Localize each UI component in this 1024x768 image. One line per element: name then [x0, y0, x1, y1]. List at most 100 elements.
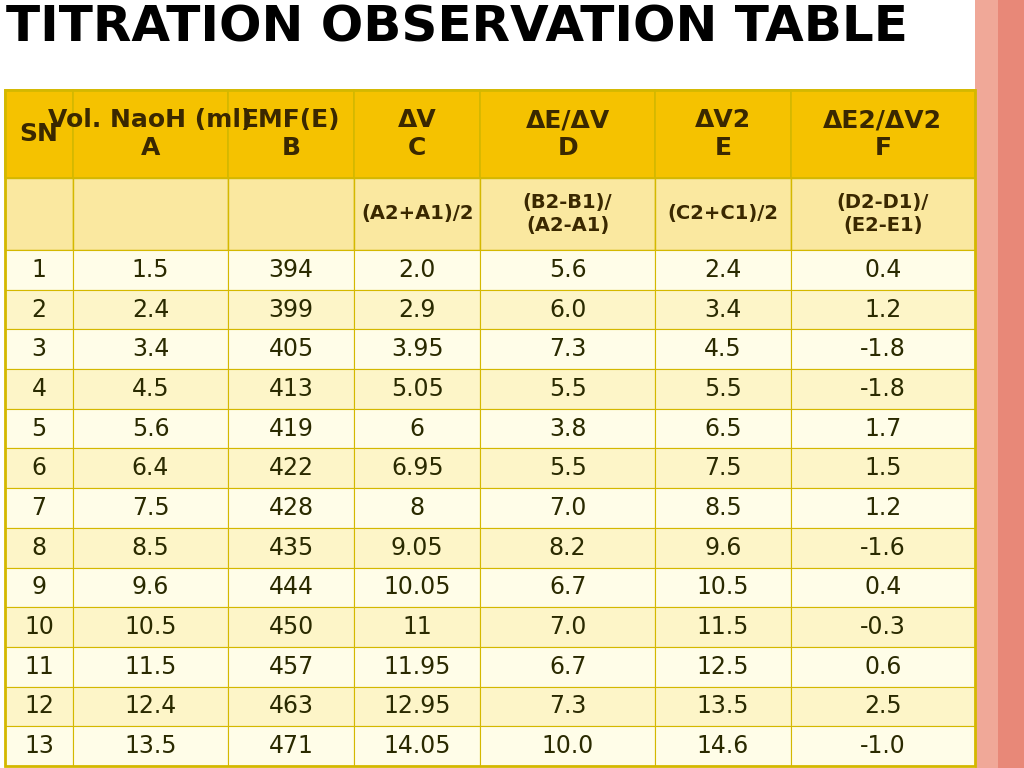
Bar [228, 449, 354, 488]
Bar [655, 290, 791, 329]
Text: 1.2: 1.2 [864, 297, 901, 322]
Bar [480, 528, 655, 568]
Bar [5, 329, 73, 369]
Bar [791, 90, 975, 178]
Text: 11.95: 11.95 [384, 655, 451, 679]
Bar [5, 409, 73, 449]
Bar [975, 0, 1005, 768]
Text: 8.5: 8.5 [703, 496, 741, 520]
Bar [998, 0, 1024, 768]
Text: 0.4: 0.4 [864, 575, 901, 599]
Text: TITRATION OBSERVATION TABLE: TITRATION OBSERVATION TABLE [6, 4, 908, 52]
Bar [791, 329, 975, 369]
Text: 435: 435 [268, 536, 313, 560]
Bar [791, 687, 975, 727]
Bar [228, 369, 354, 409]
Text: 8: 8 [32, 536, 46, 560]
Text: 12: 12 [24, 694, 54, 718]
Bar [354, 568, 480, 607]
Text: 9.6: 9.6 [705, 536, 741, 560]
Text: -1.8: -1.8 [860, 377, 906, 401]
Text: 6.4: 6.4 [132, 456, 169, 480]
Text: 9.6: 9.6 [132, 575, 169, 599]
Text: 10.0: 10.0 [542, 734, 594, 758]
Text: (B2-B1)/
(A2-A1): (B2-B1)/ (A2-A1) [523, 193, 612, 235]
Text: 6.95: 6.95 [391, 456, 443, 480]
Bar [5, 687, 73, 727]
Text: 13: 13 [24, 734, 54, 758]
Text: 13.5: 13.5 [696, 694, 749, 718]
Bar [228, 607, 354, 647]
Bar [228, 687, 354, 727]
Text: 2: 2 [32, 297, 46, 322]
Text: SN: SN [19, 122, 58, 146]
Bar [73, 687, 228, 727]
Text: 2.5: 2.5 [864, 694, 902, 718]
Text: 5.6: 5.6 [549, 258, 587, 282]
Bar [73, 607, 228, 647]
Text: 1: 1 [32, 258, 46, 282]
Text: 463: 463 [268, 694, 313, 718]
Bar [655, 449, 791, 488]
Text: 7.3: 7.3 [549, 337, 587, 361]
Text: Vol. NaoH (ml)
A: Vol. NaoH (ml) A [48, 108, 253, 160]
Text: 7.5: 7.5 [703, 456, 741, 480]
Bar [655, 488, 791, 528]
Text: 471: 471 [268, 734, 313, 758]
Text: 12.95: 12.95 [384, 694, 451, 718]
Bar [354, 687, 480, 727]
Text: 1.2: 1.2 [864, 496, 901, 520]
Text: ΔV
C: ΔV C [398, 108, 436, 160]
Text: 6.5: 6.5 [703, 416, 741, 441]
Text: 13.5: 13.5 [124, 734, 177, 758]
Bar [655, 528, 791, 568]
Bar [655, 409, 791, 449]
Bar [480, 727, 655, 766]
Bar [655, 687, 791, 727]
Text: 450: 450 [268, 615, 313, 639]
Text: 6: 6 [410, 416, 425, 441]
Text: 1.5: 1.5 [864, 456, 901, 480]
Bar [73, 90, 228, 178]
Bar [228, 329, 354, 369]
Bar [655, 647, 791, 687]
Text: 10.05: 10.05 [384, 575, 451, 599]
Bar [480, 409, 655, 449]
Text: 7.0: 7.0 [549, 496, 587, 520]
Text: ΔE2/ΔV2
F: ΔE2/ΔV2 F [823, 108, 942, 160]
Bar [73, 727, 228, 766]
Text: EMF(E)
B: EMF(E) B [242, 108, 340, 160]
Bar [480, 568, 655, 607]
Bar [354, 290, 480, 329]
Text: 11.5: 11.5 [696, 615, 749, 639]
Text: -1.8: -1.8 [860, 337, 906, 361]
Bar [480, 178, 655, 250]
Text: 2.4: 2.4 [132, 297, 169, 322]
Text: 4.5: 4.5 [132, 377, 169, 401]
Bar [480, 90, 655, 178]
Bar [228, 727, 354, 766]
Bar [354, 329, 480, 369]
Text: 419: 419 [268, 416, 313, 441]
Text: 3.95: 3.95 [391, 337, 443, 361]
Bar [480, 329, 655, 369]
Text: 6.0: 6.0 [549, 297, 587, 322]
Bar [354, 449, 480, 488]
Bar [480, 647, 655, 687]
Bar [5, 727, 73, 766]
Bar [228, 250, 354, 290]
Text: 5.05: 5.05 [391, 377, 443, 401]
Bar [791, 727, 975, 766]
Text: (C2+C1)/2: (C2+C1)/2 [668, 204, 778, 223]
Bar [354, 90, 480, 178]
Bar [655, 727, 791, 766]
Text: 11.5: 11.5 [124, 655, 177, 679]
Text: 11: 11 [25, 655, 54, 679]
Bar [480, 607, 655, 647]
Bar [791, 409, 975, 449]
Text: 10.5: 10.5 [124, 615, 177, 639]
Bar [73, 329, 228, 369]
Text: 6: 6 [32, 456, 46, 480]
Bar [480, 369, 655, 409]
Text: ΔV2
E: ΔV2 E [694, 108, 751, 160]
